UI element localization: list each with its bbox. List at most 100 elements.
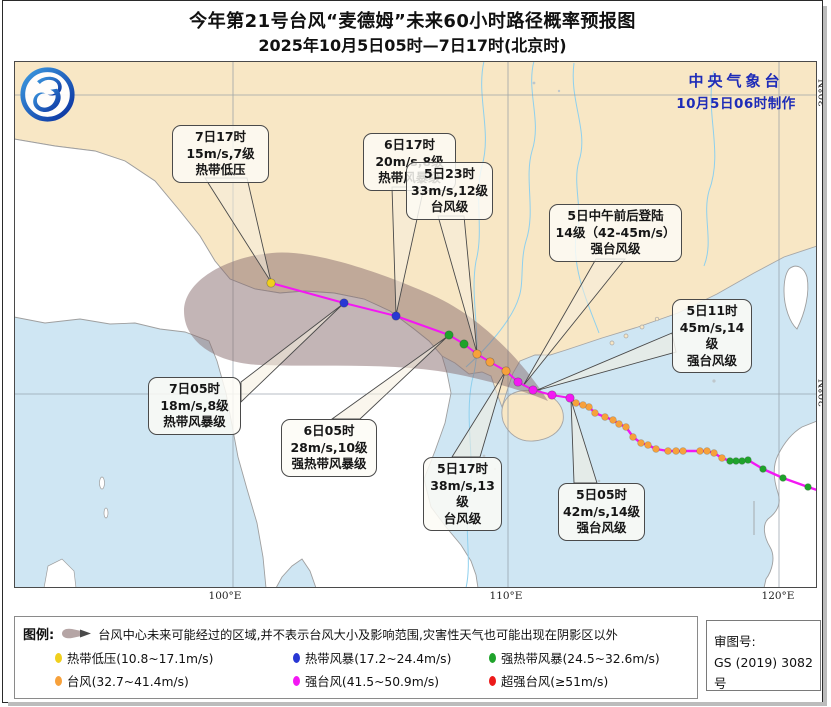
cone-legend-icon xyxy=(62,628,92,639)
legend-dot-TD xyxy=(55,653,62,663)
callout-line: 强台风级 xyxy=(590,241,641,256)
page-title: 今年第21号台风“麦德姆”未来60小时路径概率预报图 xyxy=(189,11,636,32)
callout-line: 5日23时 xyxy=(423,166,476,181)
legend-item-SuperTY: 超强台风(≥51m/s) xyxy=(489,672,660,690)
approval-number: GS (2019) 3082号 xyxy=(714,655,813,691)
callout-line: 15m/s,7级 xyxy=(186,145,255,161)
observed-point-STS xyxy=(804,483,812,491)
observed-point-TY xyxy=(718,454,726,462)
observed-point-TY xyxy=(652,445,660,453)
observed-point-TY xyxy=(710,449,718,457)
lon-label: 110°E xyxy=(489,590,523,602)
callout-leader-7d05 xyxy=(240,303,344,404)
callout-line: 强热带风暴级 xyxy=(291,456,367,471)
observed-point-TY xyxy=(572,399,580,407)
page-subtitle: 2025年10月5日05时—7日17时(北京时) xyxy=(258,36,567,55)
observed-point-STS xyxy=(744,456,752,464)
forecast-point-STY xyxy=(528,385,538,395)
observed-point-TY xyxy=(622,423,630,431)
legend-dot-STS xyxy=(489,653,496,663)
legend-label: 台风(32.7~41.4m/s) xyxy=(67,675,189,689)
callout-line: 5日05时 xyxy=(575,487,628,502)
legend-categories: 热带低压(10.8~17.1m/s) 热带风暴(17.2~24.4m/s) 强热带风… xyxy=(55,649,660,690)
callout-5d11: 5日11时 45m/s,14级 强台风级 xyxy=(672,299,752,373)
legend-item-STY: 强台风(41.5~50.9m/s) xyxy=(293,672,489,690)
callout-line: 5日中午前后登陆 xyxy=(567,208,664,223)
observed-point-TY xyxy=(664,447,672,455)
callout-line: 42m/s,14级 xyxy=(562,503,641,519)
callout-line: 6日05时 xyxy=(303,423,355,438)
approval-box: 审图号: GS (2019) 3082号 xyxy=(706,620,821,691)
forecast-point-TY xyxy=(485,357,495,367)
callout-line: 5日11时 xyxy=(686,303,738,318)
callout-6d05: 6日05时 28m/s,10级 强热带风暴级 xyxy=(281,419,377,477)
observed-point-TY xyxy=(637,439,645,447)
observed-point-STS xyxy=(759,465,767,473)
callout-landfall: 5日中午前后登陆 14级（42-45m/s） 强台风级 xyxy=(549,204,682,262)
callout-line: 33m/s,12级 xyxy=(410,182,489,198)
callout-line: 38m/s,13级 xyxy=(430,477,495,510)
observed-point-TY xyxy=(672,447,680,455)
observed-point-STS xyxy=(726,457,734,465)
legend-dot-SuperTY xyxy=(489,676,496,686)
callout-line: 台风级 xyxy=(443,510,482,526)
observed-point-TY xyxy=(629,433,637,441)
callout-line: 热带低压 xyxy=(195,162,246,177)
forecast-point-STY xyxy=(565,393,575,403)
observed-point-TY xyxy=(601,413,609,421)
forecast-point-TY xyxy=(472,349,482,359)
observed-point-TY xyxy=(696,447,704,455)
forecast-point-STS xyxy=(444,330,454,340)
observed-point-TY xyxy=(591,409,599,417)
legend-label: 热带低压(10.8~17.1m/s) xyxy=(67,652,214,666)
forecast-point-STS xyxy=(459,339,469,349)
legend-header-row: 图例: 台风中心未来可能经过的区域,并不表示台风大小及影响范围,灾害性天气也可能… xyxy=(23,624,618,644)
legend-item-TY: 台风(32.7~41.4m/s) xyxy=(55,672,293,690)
lon-label: 100°E xyxy=(208,590,242,602)
legend-dot-STY xyxy=(293,676,300,686)
callout-line: 28m/s,10级 xyxy=(290,439,368,455)
callout-5d05: 5日05时 42m/s,14级 强台风级 xyxy=(558,483,645,541)
forecast-point-TS xyxy=(391,311,401,321)
observed-point-TY xyxy=(609,416,617,424)
observed-point-TY xyxy=(703,447,711,455)
legend-item-TD: 热带低压(10.8~17.1m/s) xyxy=(55,649,293,667)
observed-point-STS xyxy=(779,474,787,482)
callout-line: 6日17时 xyxy=(383,137,436,152)
observed-point-TY xyxy=(615,420,623,428)
callout-7d05: 7日05时 18m/s,8级 热带风暴级 xyxy=(148,377,241,435)
callout-5d23: 5日23时 33m/s,12级 台风级 xyxy=(406,162,493,220)
callout-line: 7日05时 xyxy=(168,381,221,396)
callout-line: 强台风级 xyxy=(686,352,737,368)
callout-line: 台风级 xyxy=(430,199,469,214)
issue-time: 10月5日06时制作 xyxy=(676,96,796,112)
observed-point-TY xyxy=(644,441,652,449)
forecast-point-STY xyxy=(513,377,523,387)
legend-label: 热带风暴(17.2~24.4m/s) xyxy=(305,652,452,666)
approval-label: 审图号: xyxy=(714,634,756,649)
forecast-point-TS xyxy=(339,298,349,308)
forecast-point-TD xyxy=(266,278,276,288)
cma-logo-icon xyxy=(20,67,75,122)
legend-label: 强台风(41.5~50.9m/s) xyxy=(305,675,440,689)
lon-label: 120°E xyxy=(761,590,795,602)
callout-line: 7日17时 xyxy=(194,129,247,144)
drop-shadow-bottom xyxy=(8,702,827,706)
callout-line: 热带风暴级 xyxy=(163,414,226,429)
callout-7d17: 7日17时 15m/s,7级 热带低压 xyxy=(172,125,269,183)
legend-item-TS: 热带风暴(17.2~24.4m/s) xyxy=(293,649,489,667)
luzon-island xyxy=(763,420,817,588)
taiwan-island xyxy=(783,265,809,330)
legend-box: 图例: 台风中心未来可能经过的区域,并不表示台风大小及影响范围,灾害性天气也可能… xyxy=(14,616,698,699)
callout-line: 18m/s,8级 xyxy=(160,397,229,413)
agency-name: 中央气象台 xyxy=(688,72,784,90)
callout-5d17: 5日17时 38m/s,13级 台风级 xyxy=(423,457,502,531)
legend-dot-TS xyxy=(293,653,300,663)
observed-point-TY xyxy=(679,447,687,455)
legend-label: 超强台风(≥51m/s) xyxy=(501,675,609,689)
drop-shadow-right xyxy=(823,6,827,703)
legend-item-STS: 强热带风暴(24.5~32.6m/s) xyxy=(489,649,660,667)
legend-label: 强热带风暴(24.5~32.6m/s) xyxy=(501,652,660,666)
forecast-point-TY xyxy=(501,366,511,376)
